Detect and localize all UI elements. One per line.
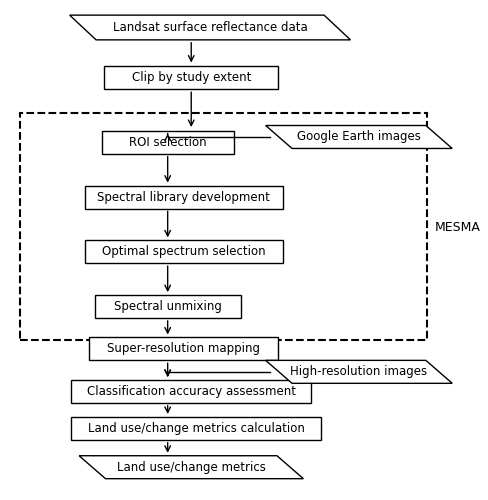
Text: Super-resolution mapping: Super-resolution mapping [107, 342, 260, 355]
FancyBboxPatch shape [89, 338, 278, 360]
FancyBboxPatch shape [85, 240, 283, 263]
Text: ROI selection: ROI selection [129, 136, 206, 149]
FancyBboxPatch shape [85, 186, 283, 208]
Polygon shape [70, 15, 350, 40]
FancyBboxPatch shape [71, 380, 311, 402]
Text: Clip by study extent: Clip by study extent [132, 72, 251, 85]
FancyBboxPatch shape [102, 131, 234, 154]
Text: High-resolution images: High-resolution images [290, 366, 427, 378]
Polygon shape [265, 360, 452, 384]
Text: Spectral unmixing: Spectral unmixing [114, 300, 222, 313]
Text: Classification accuracy assessment: Classification accuracy assessment [87, 385, 296, 398]
Text: Google Earth images: Google Earth images [297, 130, 421, 143]
FancyBboxPatch shape [71, 417, 321, 440]
Polygon shape [79, 456, 304, 478]
Text: Land use/change metrics calculation: Land use/change metrics calculation [87, 422, 305, 435]
Text: MESMA: MESMA [434, 220, 480, 234]
Text: Optimal spectrum selection: Optimal spectrum selection [102, 246, 265, 258]
FancyBboxPatch shape [104, 66, 278, 90]
Text: Spectral library development: Spectral library development [97, 190, 270, 203]
Polygon shape [265, 126, 452, 148]
Text: Landsat surface reflectance data: Landsat surface reflectance data [113, 21, 307, 34]
Text: Land use/change metrics: Land use/change metrics [117, 460, 265, 473]
FancyBboxPatch shape [95, 295, 241, 318]
